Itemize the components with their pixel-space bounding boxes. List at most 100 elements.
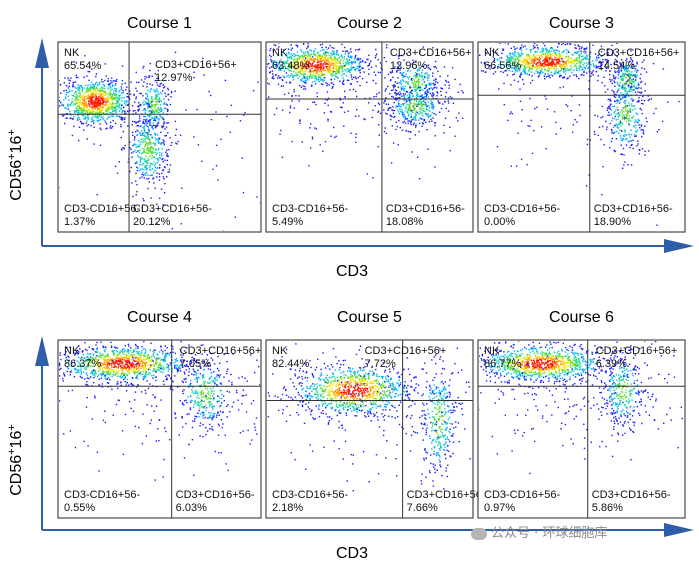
event-dot [305, 88, 306, 89]
event-dot [617, 83, 618, 84]
event-dot [602, 106, 603, 107]
event-dot [275, 75, 276, 76]
event-dot [113, 90, 114, 91]
event-dot [137, 170, 138, 171]
event-dot [326, 59, 327, 60]
event-dot [291, 96, 292, 97]
event-dot [154, 108, 155, 109]
event-dot [156, 95, 157, 96]
event-dot [347, 51, 348, 52]
event-dot [348, 62, 349, 63]
event-dot [147, 103, 148, 104]
event-dot [157, 118, 158, 119]
event-dot [351, 74, 352, 75]
event-dot [87, 138, 88, 139]
event-dot [375, 96, 376, 97]
event-dot [163, 142, 164, 143]
event-dot [97, 194, 98, 195]
event-dot [169, 169, 170, 170]
event-dot [450, 150, 451, 151]
event-dot [621, 144, 622, 145]
event-dot [135, 181, 136, 182]
event-dot [522, 79, 523, 80]
event-dot [380, 113, 381, 114]
event-dot [98, 121, 99, 122]
event-dot [639, 150, 640, 151]
event-dot [627, 110, 628, 111]
event-dot [119, 105, 120, 106]
event-dot [353, 89, 354, 90]
event-dot [563, 68, 564, 69]
event-dot [415, 72, 416, 73]
event-dot [317, 60, 318, 61]
event-dot [551, 58, 552, 59]
event-dot [408, 81, 409, 82]
event-dot [296, 74, 297, 75]
event-dot [103, 118, 104, 119]
event-dot [548, 67, 549, 68]
event-dot [395, 92, 396, 93]
event-dot [549, 64, 550, 65]
event-dot [633, 116, 634, 117]
event-dot [73, 95, 74, 96]
event-dot [84, 105, 85, 106]
event-dot [525, 63, 526, 64]
event-dot [147, 152, 148, 153]
event-dot [536, 107, 537, 108]
event-dot [104, 86, 105, 87]
event-dot [537, 36, 538, 37]
event-dot [333, 52, 334, 53]
event-dot [291, 73, 292, 74]
event-dot [283, 76, 284, 77]
event-dot [621, 88, 622, 89]
event-dot [136, 72, 137, 73]
event-dot [161, 148, 162, 149]
event-dot [343, 84, 344, 85]
event-dot [88, 94, 89, 95]
event-dot [552, 39, 553, 40]
event-dot [614, 78, 615, 79]
event-dot [125, 145, 126, 146]
event-dot [159, 176, 160, 177]
event-dot [90, 110, 91, 111]
event-dot [135, 173, 136, 174]
event-dot [168, 272, 169, 273]
event-dot [401, 87, 402, 88]
event-dot [308, 45, 309, 46]
event-dot [603, 77, 604, 78]
event-dot [53, 113, 54, 114]
event-dot [627, 105, 628, 106]
event-dot [561, 65, 562, 66]
event-dot [350, 48, 351, 49]
event-dot [415, 118, 416, 119]
event-dot [441, 95, 442, 96]
event-dot [74, 93, 75, 94]
event-dot [77, 84, 78, 85]
event-dot [154, 165, 155, 166]
event-dot [116, 103, 117, 104]
event-dot [320, 69, 321, 70]
event-dot [75, 81, 76, 82]
event-dot [124, 121, 125, 122]
event-dot [403, 88, 404, 89]
event-dot [115, 91, 116, 92]
event-dot [345, 53, 346, 54]
event-dot [31, 70, 32, 71]
event-dot [648, 150, 649, 151]
event-dot [277, 77, 278, 78]
event-dot [339, 57, 340, 58]
event-dot [618, 78, 619, 79]
event-dot [379, 135, 380, 136]
event-dot [645, 90, 646, 91]
event-dot [434, 87, 435, 88]
event-dot [148, 106, 149, 107]
event-dot [388, 74, 389, 75]
event-dot [550, 55, 551, 56]
event-dot [310, 63, 311, 64]
event-dot [332, 88, 333, 89]
event-dot [107, 107, 108, 108]
event-dot [145, 172, 146, 173]
event-dot [412, 119, 413, 120]
event-dot [76, 99, 77, 100]
event-dot [622, 96, 623, 97]
